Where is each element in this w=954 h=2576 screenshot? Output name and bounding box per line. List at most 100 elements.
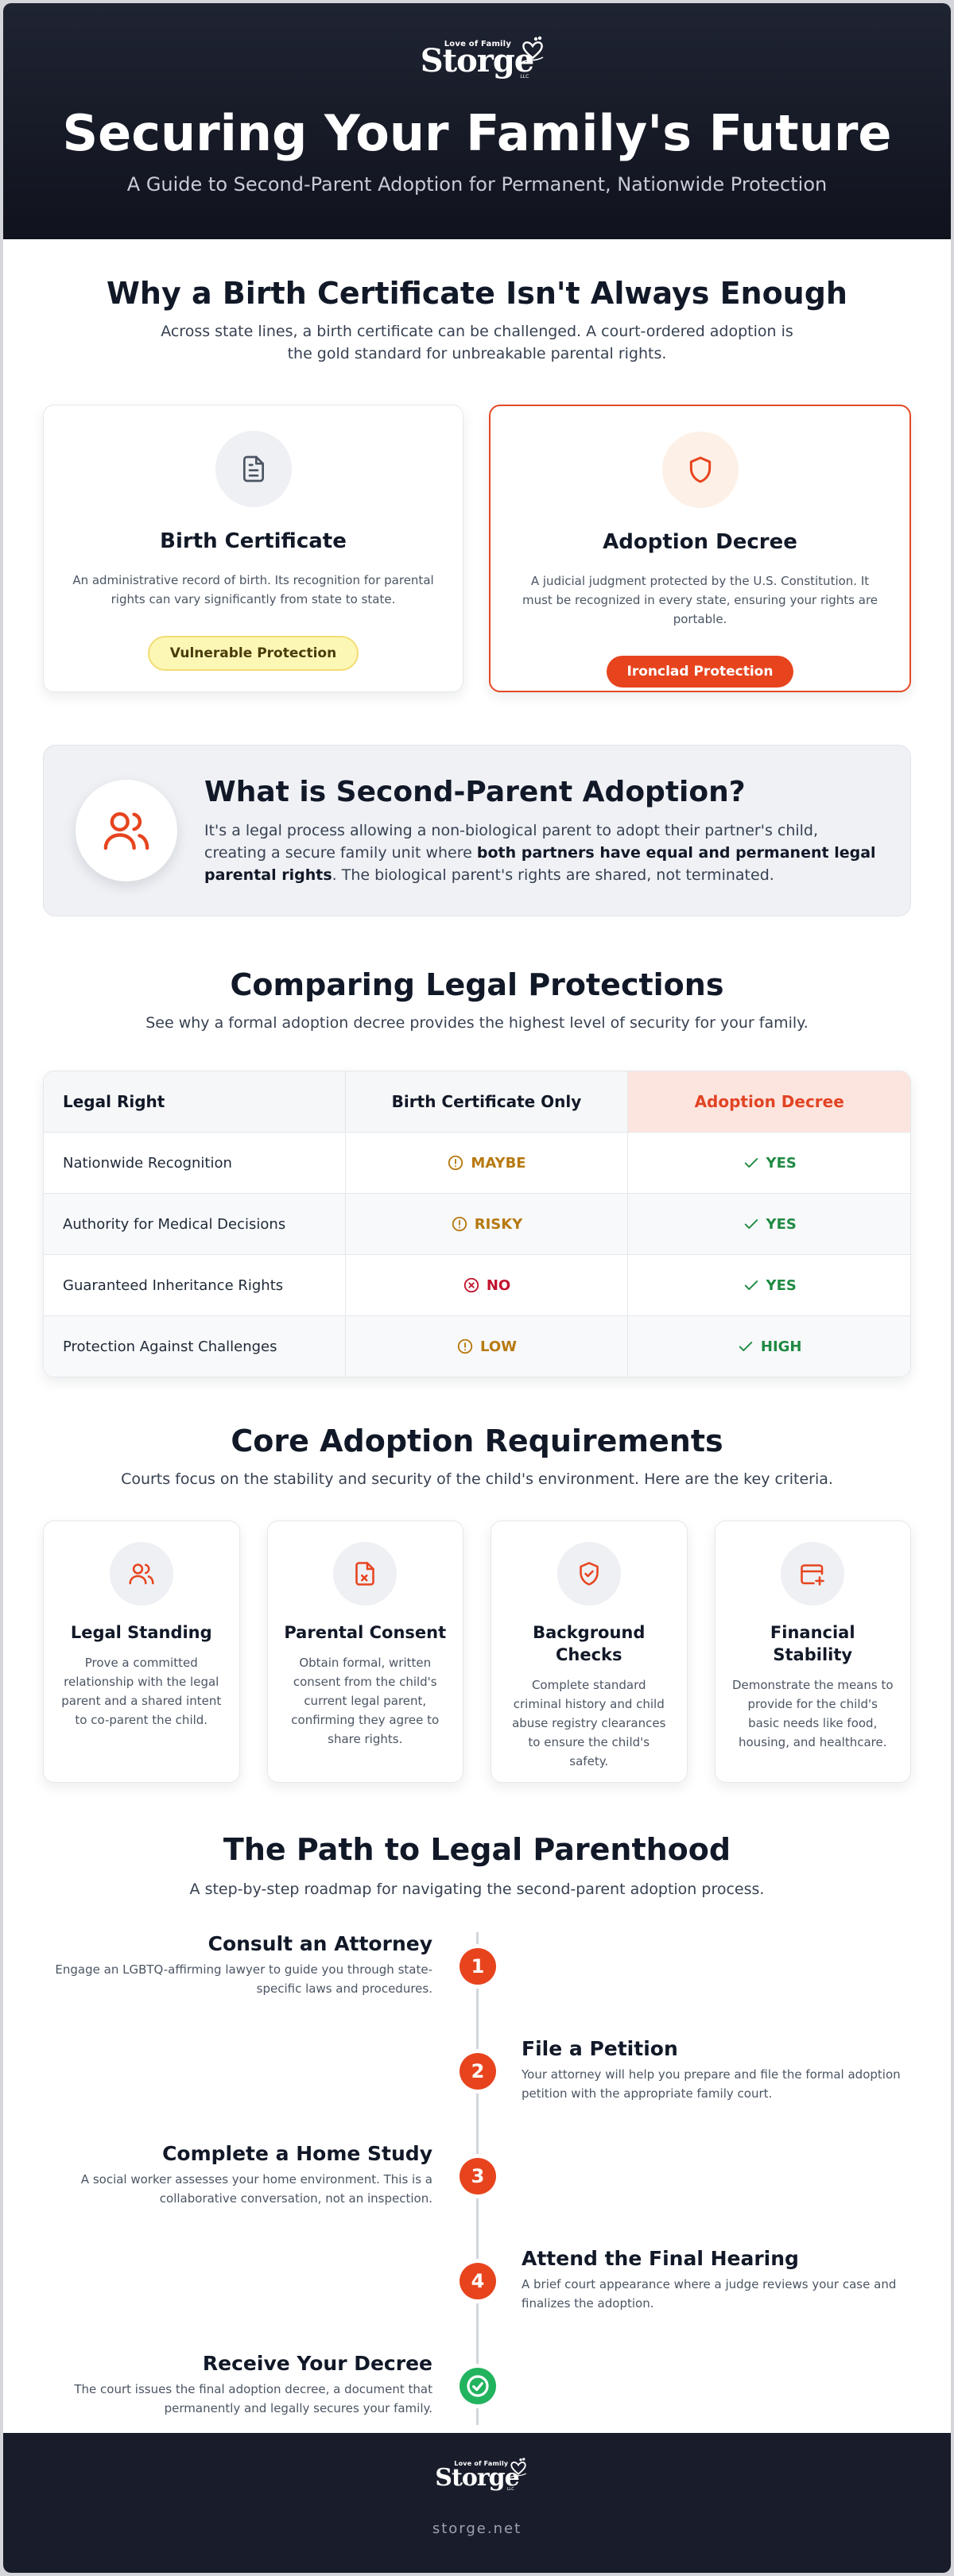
status-label: LOW xyxy=(480,1338,517,1355)
document-icon xyxy=(242,455,264,482)
table-body: Nationwide Recognition MAYBE YES Authority … xyxy=(44,1132,910,1377)
status-value: RISKY xyxy=(451,1215,523,1233)
status-value: HIGH xyxy=(737,1338,801,1355)
step-complete-marker xyxy=(460,2368,496,2404)
status-label: YES xyxy=(766,1154,797,1172)
step-description: Your attorney will help you prepare and … xyxy=(522,2067,901,2101)
step-description: The court issues the final adoption decr… xyxy=(74,2382,432,2415)
footer-site-link[interactable]: storge.net xyxy=(432,2520,522,2537)
requirement-text: Demonstrate the means to provide for the… xyxy=(731,1678,894,1749)
adoption-decree-card: Adoption Decree A judicial judgment prot… xyxy=(489,405,911,692)
requirement-text: Prove a committed relationship with the … xyxy=(61,1656,222,1727)
hero-header: Love of Family Storge LLC Securing Your … xyxy=(3,3,951,239)
card-plus-icon xyxy=(801,1564,825,1586)
status-value: YES xyxy=(743,1276,797,1294)
what-is-panel: What is Second-Parent Adoption? It's a l… xyxy=(43,745,911,916)
col-header-birth-certificate: Birth Certificate Only xyxy=(344,1071,628,1132)
users-icon-circle xyxy=(76,780,177,881)
card-text: An administrative record of birth. Its r… xyxy=(72,573,434,606)
icon-circle xyxy=(109,1542,173,1606)
step-text: Receive Your Decree The court issues the… xyxy=(35,2352,432,2418)
shield-icon xyxy=(689,456,711,483)
logo-suffix: LLC xyxy=(506,2487,514,2492)
what-is-text-end: . The biological parent's rights are sha… xyxy=(332,866,774,884)
alert-circle-icon xyxy=(448,1155,463,1171)
check-icon xyxy=(739,1342,753,1351)
birth-certificate-cell: RISKY xyxy=(344,1194,628,1254)
footer-logo[interactable]: Love of Family Storge LLC xyxy=(435,2458,526,2493)
page: Love of Family Storge LLC Securing Your … xyxy=(3,3,951,2573)
requirements-subtitle: Courts focus on the stability and securi… xyxy=(121,1470,833,1488)
requirement-text: Obtain formal, written consent from the … xyxy=(291,1656,440,1746)
heart-swirl-icon xyxy=(510,2458,526,2478)
path-subtitle: A step-by-step roadmap for navigating th… xyxy=(189,1881,765,1898)
step-title: Attend the Final Hearing xyxy=(522,2247,799,2270)
table-row: Authority for Medical Decisions RISKY YES xyxy=(44,1193,910,1254)
document-icon-circle xyxy=(215,431,292,507)
compare-subtitle: See why a formal adoption decree provide… xyxy=(145,1014,809,1032)
status-label: YES xyxy=(766,1215,797,1233)
check-icon xyxy=(744,1280,758,1290)
logo-wordmark: Storge xyxy=(435,2464,519,2492)
status-value: YES xyxy=(743,1154,797,1172)
what-is-text-bold: both partners have equal and permanent l… xyxy=(204,843,876,884)
why-subtitle: Across state lines, a birth certificate … xyxy=(161,323,793,362)
requirement-title: Financial Stability xyxy=(770,1623,855,1664)
step-title: Consult an Attorney xyxy=(207,1932,432,1955)
status-value: MAYBE xyxy=(447,1154,526,1172)
card-title: Adoption Decree xyxy=(603,530,797,554)
path-title: The Path to Legal Parenthood xyxy=(223,1832,731,1867)
alert-circle-icon xyxy=(452,1216,467,1232)
step-text: Complete a Home Study A social worker as… xyxy=(35,2142,432,2208)
adoption-decree-cell: YES xyxy=(627,1133,910,1193)
what-is-text-start: It's a legal process allowing a non-biol… xyxy=(204,821,819,862)
table-header-row: Legal Right Birth Certificate Only Adopt… xyxy=(44,1071,910,1132)
brand-logo[interactable]: Love of Family Storge LLC xyxy=(420,36,544,81)
card-text: A judicial judgment protected by the U.S… xyxy=(522,574,878,626)
x-circle-icon xyxy=(463,1277,479,1293)
logo-tagline: Love of Family xyxy=(444,40,512,48)
shield-check-icon xyxy=(579,1562,599,1586)
status-label: YES xyxy=(766,1276,797,1294)
timeline: Consult an Attorney Engage an LGBTQ-affi… xyxy=(3,1932,951,2441)
status-value: NO xyxy=(463,1276,510,1294)
step-title: Complete a Home Study xyxy=(162,2142,432,2165)
check-circle-icon xyxy=(467,2375,489,2397)
status-label: MAYBE xyxy=(471,1154,526,1172)
step-description: A social worker assesses your home envir… xyxy=(80,2172,432,2206)
col-header-legal-right: Legal Right xyxy=(63,1092,165,1111)
table-row: Protection Against Challenges LOW HIGH xyxy=(44,1315,910,1377)
legal-right-cell: Guaranteed Inheritance Rights xyxy=(63,1276,284,1294)
status-label: RISKY xyxy=(474,1215,523,1233)
requirements-title: Core Adoption Requirements xyxy=(231,1424,723,1458)
requirement-cards: Legal Standing Prove a committed relatio… xyxy=(3,1520,951,1783)
step-number: 1 xyxy=(460,1948,496,1985)
requirement-card-parental-consent: Parental Consent Obtain formal, written … xyxy=(266,1520,463,1783)
adoption-decree-cell: HIGH xyxy=(627,1316,910,1377)
logo-wordmark: Storge xyxy=(420,42,535,79)
step-title: Receive Your Decree xyxy=(202,2352,432,2375)
page-subtitle: A Guide to Second-Parent Adoption for Pe… xyxy=(126,173,828,196)
adoption-decree-cell: YES xyxy=(627,1194,910,1254)
step-number: 3 xyxy=(460,2158,496,2194)
users-icon xyxy=(129,1563,154,1585)
why-title: Why a Birth Certificate Isn't Always Eno… xyxy=(106,276,847,311)
ironclad-badge: Ironclad Protection xyxy=(606,656,794,688)
requirement-title: Parental Consent xyxy=(284,1623,447,1642)
step-text: File a Petition Your attorney will help … xyxy=(522,2037,919,2103)
logo-suffix: LLC xyxy=(520,74,529,79)
requirement-title: Legal Standing xyxy=(70,1623,212,1642)
requirement-text: Complete standard criminal history and c… xyxy=(512,1678,666,1768)
legal-right-cell: Protection Against Challenges xyxy=(63,1338,277,1355)
comparison-cards: Birth Certificate An administrative reco… xyxy=(3,405,951,692)
requirement-card-background-checks: Background Checks Complete standard crim… xyxy=(491,1520,688,1783)
legal-right-cell: Authority for Medical Decisions xyxy=(63,1215,286,1233)
status-value: YES xyxy=(743,1215,797,1233)
step-description: Engage an LGBTQ-affirming lawyer to guid… xyxy=(55,1962,432,1996)
footer: Love of Family Storge LLC storge.net xyxy=(3,2433,951,2573)
icon-circle xyxy=(333,1542,398,1606)
page-title: Securing Your Family's Future xyxy=(62,104,892,162)
step-description: A brief court appearance where a judge r… xyxy=(522,2277,897,2311)
step-text: Consult an Attorney Engage an LGBTQ-affi… xyxy=(35,1932,432,1998)
requirement-card-financial-stability: Financial Stability Demonstrate the mean… xyxy=(714,1520,911,1783)
